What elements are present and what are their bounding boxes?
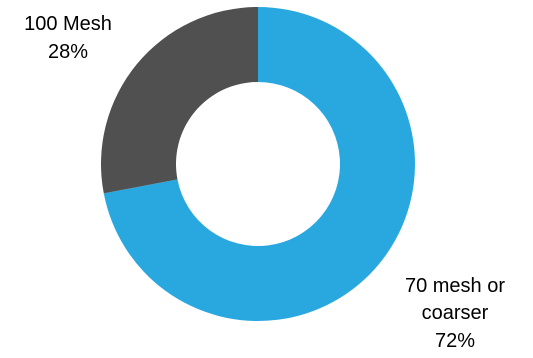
slice-70-mesh-or-coarser (103, 7, 416, 321)
slice-label-100-mesh-percent: 28% (48, 41, 88, 63)
slice-100-mesh (100, 7, 258, 194)
donut-slices (100, 7, 416, 321)
slice-label-70-mesh-line1: 70 mesh or (405, 275, 505, 297)
slice-label-100-mesh-line1: 100 Mesh (24, 13, 112, 35)
slice-label-70-mesh-line2: coarser (422, 302, 489, 324)
slice-label-70-mesh-percent: 72% (435, 330, 475, 352)
